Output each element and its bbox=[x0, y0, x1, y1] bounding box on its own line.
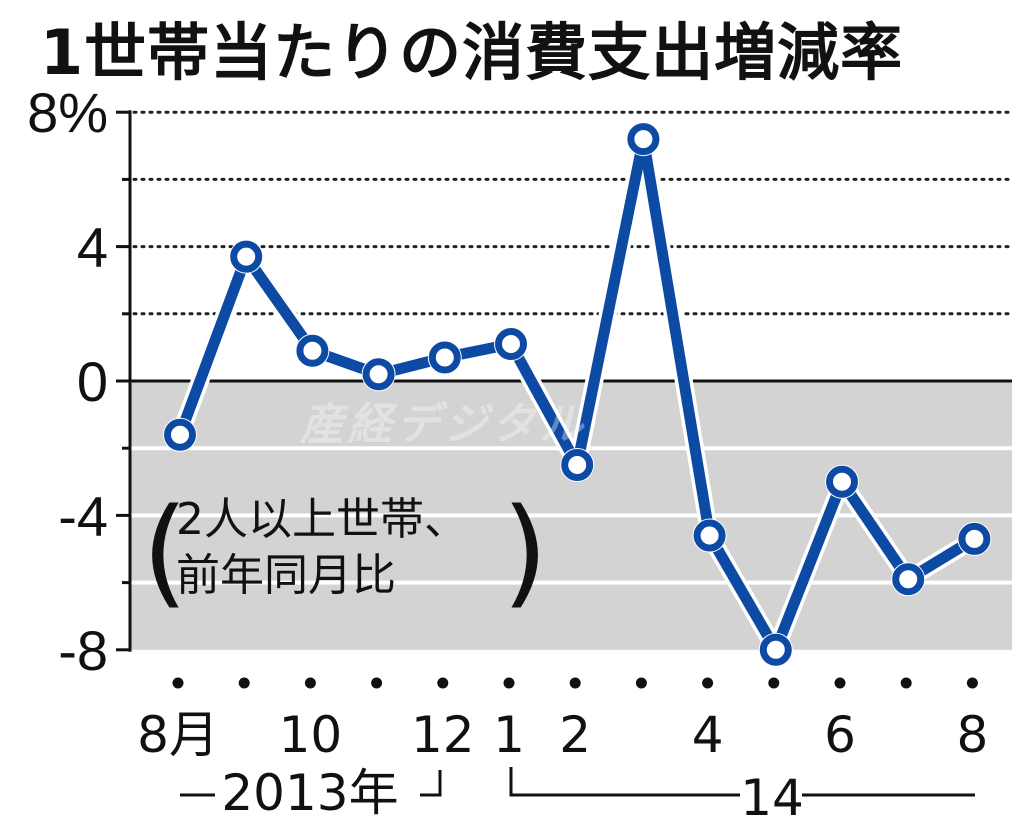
data-point-marker bbox=[428, 341, 461, 374]
x-tick-label: 2 bbox=[559, 706, 591, 764]
x-month-dot bbox=[966, 677, 978, 689]
x-tick-label: 4 bbox=[692, 706, 724, 764]
data-point-marker bbox=[892, 563, 925, 596]
x-month-dot bbox=[238, 677, 250, 689]
x-month-dot bbox=[635, 677, 647, 689]
note-open-paren: ( bbox=[142, 482, 189, 620]
watermark: 産経デジタル bbox=[300, 399, 588, 450]
data-point-marker bbox=[230, 240, 263, 273]
chart-note: ( 2人以上世帯、 前年同月比 ) bbox=[142, 492, 548, 610]
note-line-2: 前年同月比 bbox=[176, 550, 396, 601]
year-label-2013: 2013年 bbox=[221, 764, 398, 822]
data-point-marker bbox=[561, 449, 594, 481]
y-tick-label: 0 bbox=[77, 350, 108, 413]
x-month-dot bbox=[702, 677, 714, 689]
data-point-marker bbox=[958, 522, 991, 555]
x-tick-label: 1 bbox=[493, 706, 525, 764]
y-tick-label: -8 bbox=[58, 619, 108, 682]
y-tick-label: 8% bbox=[27, 81, 108, 144]
data-point-marker bbox=[826, 465, 858, 498]
x-tick-label: 8 bbox=[956, 706, 988, 764]
x-month-dot bbox=[900, 677, 912, 689]
y-tick-label: 4 bbox=[77, 216, 108, 279]
data-point-marker bbox=[693, 519, 726, 552]
year-bracket bbox=[420, 770, 442, 797]
x-month-dot bbox=[834, 677, 846, 689]
x-tick-label: 8月 bbox=[137, 706, 219, 764]
x-month-dot bbox=[371, 677, 383, 689]
note-line-1: 2人以上世帯、 bbox=[176, 494, 468, 545]
data-point-marker bbox=[164, 418, 196, 451]
data-point-marker bbox=[296, 334, 329, 367]
data-point-marker bbox=[759, 633, 792, 666]
x-month-dot bbox=[172, 677, 184, 689]
data-point-marker bbox=[495, 328, 527, 361]
x-month-dot bbox=[304, 677, 316, 689]
data-point-marker bbox=[362, 358, 395, 391]
x-month-dot bbox=[569, 677, 581, 689]
chart-title: 1世帯当たりの消費支出増減率 bbox=[40, 16, 904, 89]
x-month-dot bbox=[768, 677, 780, 689]
x-tick-label: 10 bbox=[279, 706, 343, 764]
note-close-paren: ) bbox=[502, 482, 549, 620]
year-label-2014: 14 bbox=[740, 769, 804, 827]
y-tick-label: -4 bbox=[58, 484, 108, 547]
x-tick-label: 12 bbox=[411, 706, 475, 764]
x-month-dot bbox=[437, 677, 449, 689]
data-point-marker bbox=[627, 123, 660, 156]
year-bracket bbox=[509, 767, 740, 797]
x-month-dot bbox=[503, 677, 515, 689]
x-tick-label: 6 bbox=[824, 706, 856, 764]
